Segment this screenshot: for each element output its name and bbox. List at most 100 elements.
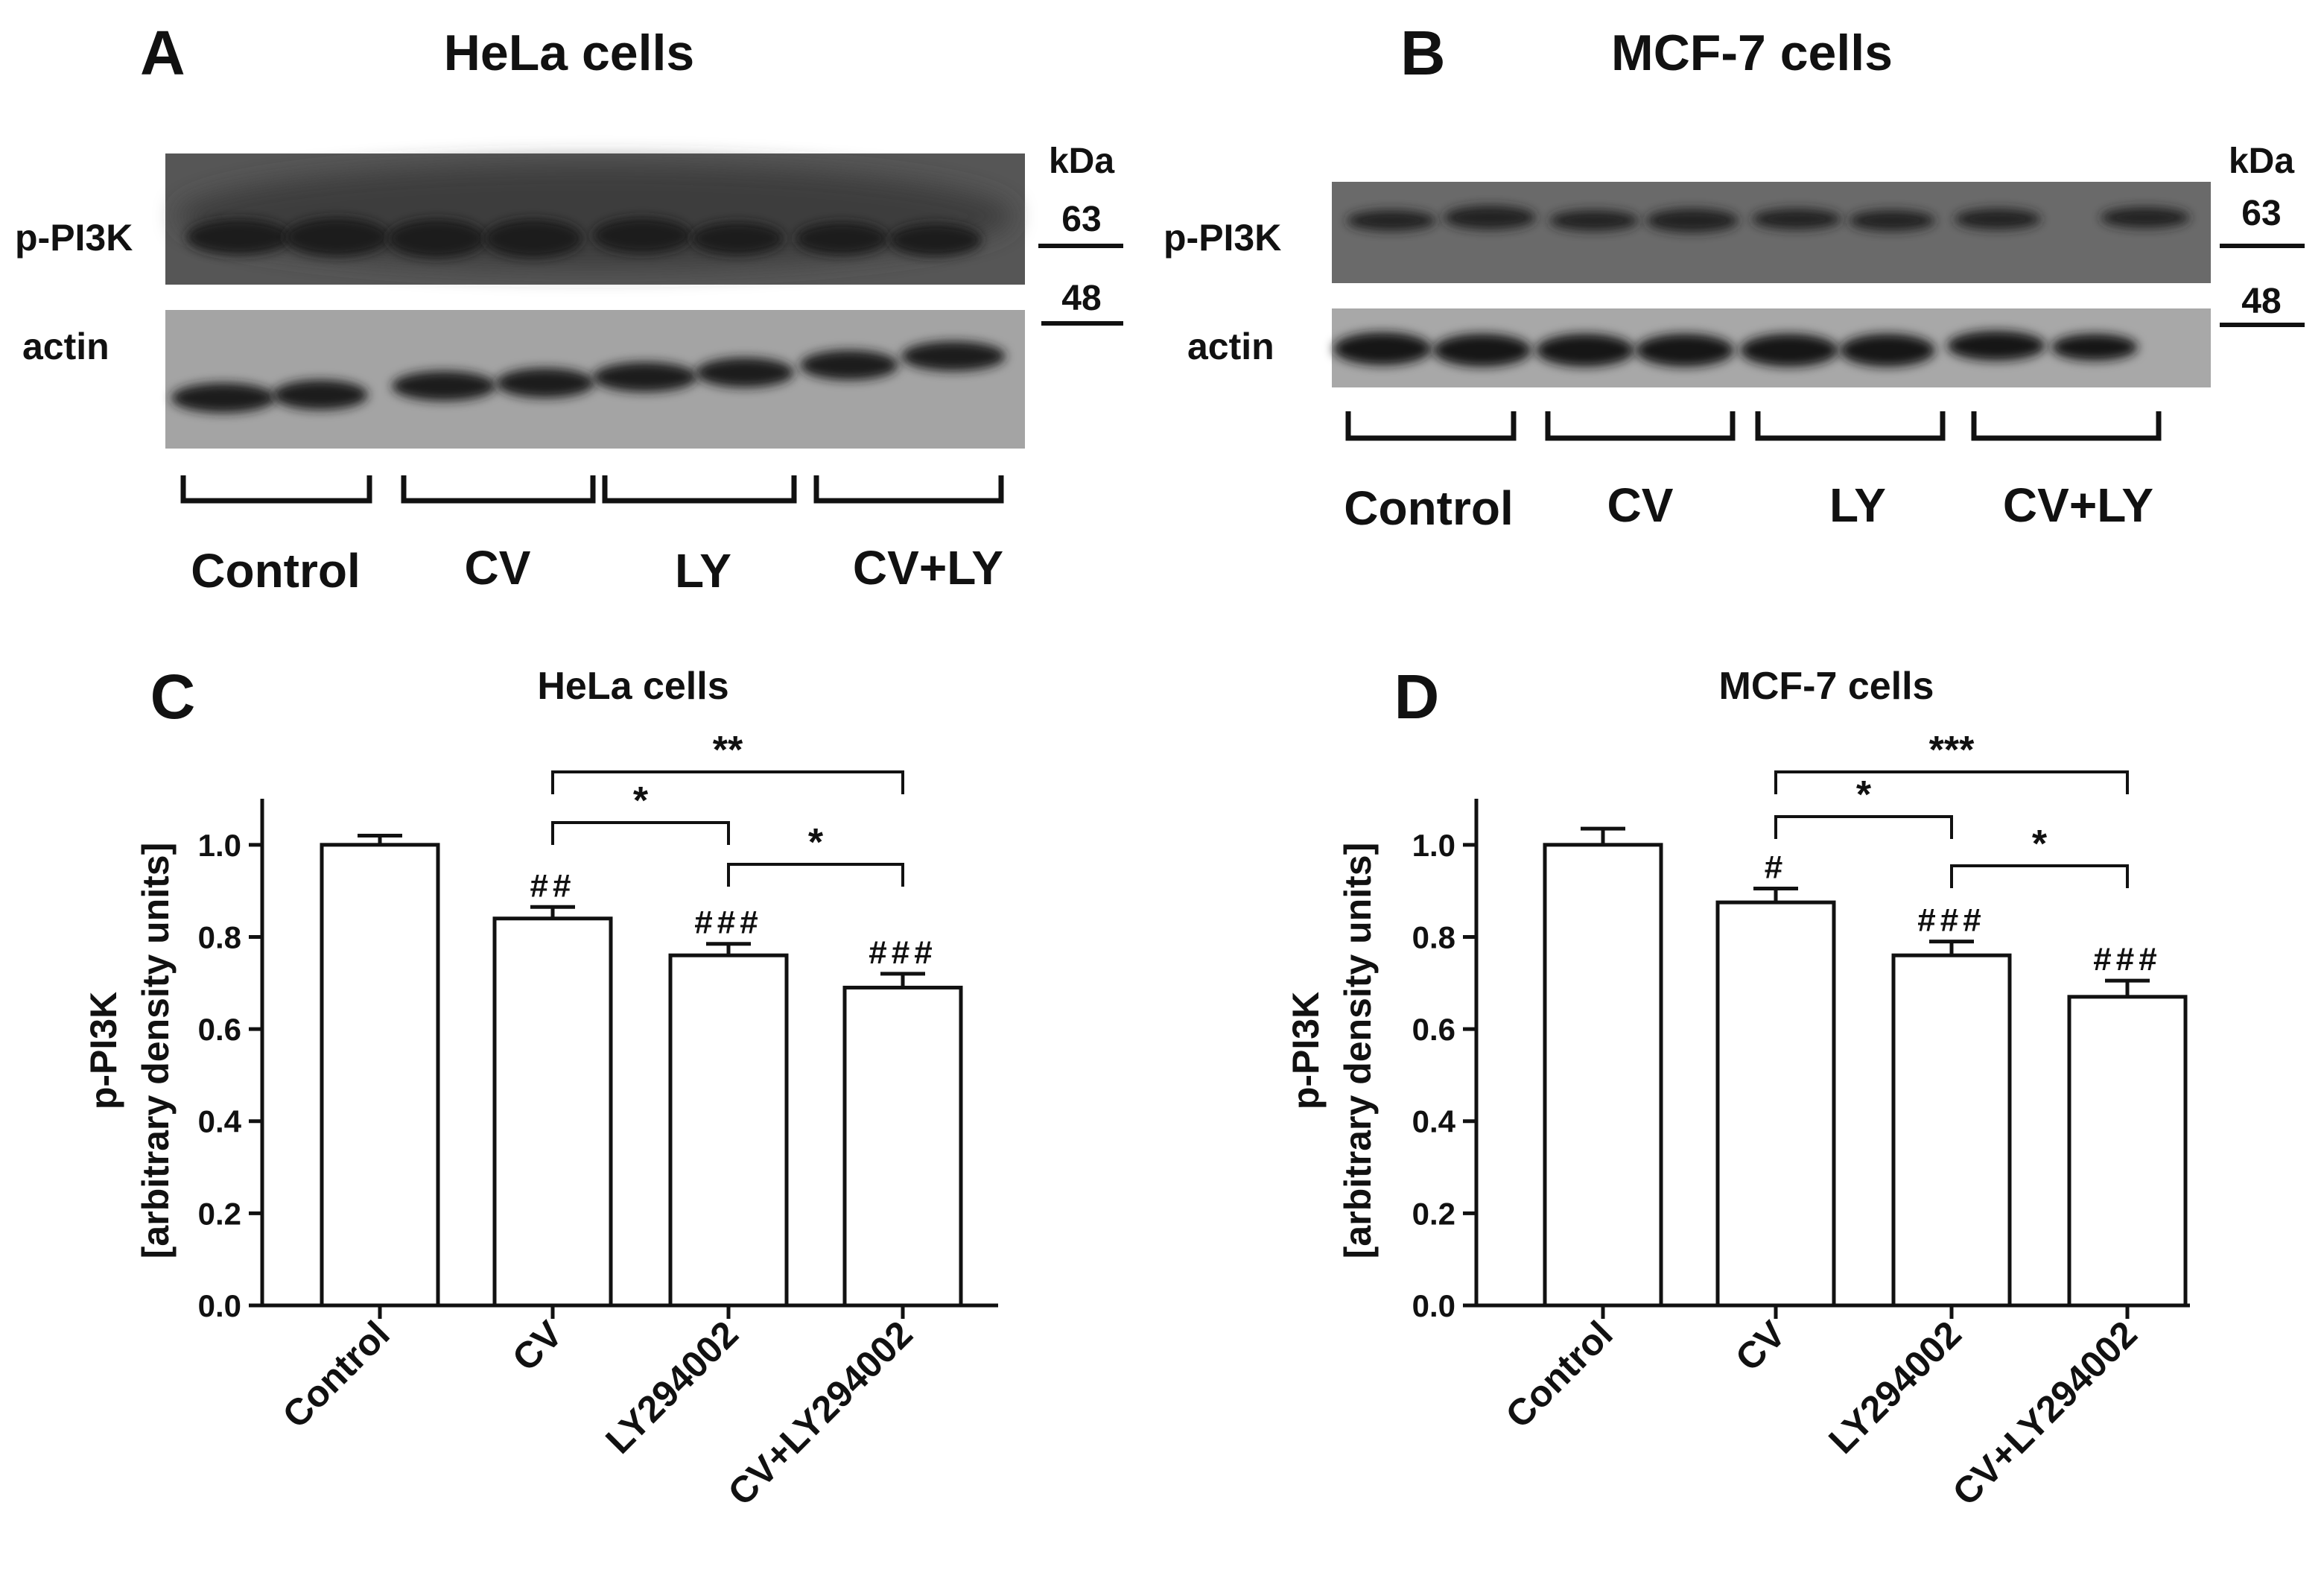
blot-a-actin-band — [800, 350, 898, 380]
blot-a-ppi3k-band — [593, 218, 691, 253]
chart-panel-d: D MCF-7 cells p-PI3K [arbitrary density … — [1285, 662, 2190, 1513]
chart-c-comparison-bracket — [551, 821, 730, 845]
chart-d-comparison-bracket — [1774, 815, 1953, 839]
blot-a-ppi3k-smear — [178, 164, 1012, 268]
chart-c-hash-mark: ### — [869, 934, 936, 971]
blot-b-brackets — [1345, 411, 2162, 441]
blot-b-bracket-cv — [1545, 411, 1736, 441]
chart-d-y-tick-label: 0.2 — [1412, 1196, 1455, 1231]
blot-b-actin-bands — [1333, 331, 2138, 367]
blot-b-actin-band — [1840, 334, 1935, 367]
chart-d-comparison-bracket — [1774, 770, 2129, 794]
blot-a-title: HeLa cells — [444, 25, 694, 81]
chart-d-bar — [2067, 995, 2188, 1308]
blot-a-actin-band — [171, 383, 276, 413]
blot-a-ppi3k-band — [889, 224, 982, 256]
blot-a-group-cv: CV — [465, 541, 531, 595]
chart-c-y-tick-label: 0.0 — [198, 1288, 241, 1323]
blot-b-ppi3k-band — [1549, 210, 1639, 231]
blot-b-marker-48: 48 — [2241, 282, 2281, 321]
chart-d-hash-mark: # — [1765, 849, 1787, 886]
chart-c-y-tick-label: 0.8 — [198, 919, 241, 954]
blot-b-title: MCF-7 cells — [1611, 25, 1893, 81]
chart-c-bar — [668, 953, 789, 1308]
blot-a-group-control: Control — [191, 544, 361, 598]
blot-a-actin-band — [273, 380, 368, 410]
chart-c-comparison-label: * — [808, 821, 824, 864]
chart-c-x-tick-label: CV+LY294002 — [720, 1313, 921, 1513]
chart-d-x-tick-label: CV — [1727, 1313, 1794, 1379]
blot-a-ppi3k-band — [387, 219, 486, 258]
chart-d-comparison-label: *** — [1929, 729, 1975, 772]
chart-d-ylabel-1: p-PI3K — [1285, 992, 1327, 1109]
blot-b-actin-band — [1433, 334, 1531, 367]
blot-b-ppi3k-band — [1955, 209, 2041, 229]
blot-b-label-actin: actin — [1187, 326, 1274, 367]
panel-letter-d: D — [1394, 662, 1440, 732]
blot-b-group-ly: LY — [1829, 478, 1886, 532]
chart-c-hash-mark: ## — [530, 867, 576, 904]
blot-b-ppi3k-bands — [1347, 206, 2190, 232]
chart-c-bar — [842, 985, 963, 1308]
blot-a-marker-63: 63 — [1061, 200, 1101, 239]
chart-c-x-tick-label: Control — [275, 1313, 398, 1436]
blot-b-actin-band — [1740, 334, 1838, 367]
blot-b-group-control: Control — [1344, 481, 1514, 535]
blot-b-ppi3k-band — [1347, 210, 1436, 231]
blot-b-actin-band — [1536, 334, 1634, 367]
blot-a-bracket-cvly — [813, 475, 1004, 504]
blot-a-ppi3k-band — [691, 222, 784, 255]
chart-d-plot: 0.0 0.2 0.4 0.6 0.8 1.0 Control # CV ### LY294002 #… — [1412, 729, 2190, 1513]
blot-a-ppi3k-band — [484, 219, 582, 258]
blot-a-bracket-ly — [602, 475, 797, 504]
chart-d-ylabel-2: [arbitrary density units] — [1337, 843, 1379, 1258]
blot-a-group-cvly: CV+LY — [853, 541, 1003, 595]
chart-d-comparison-bracket — [1950, 864, 2129, 888]
blot-a-actin-band — [696, 358, 794, 387]
chart-d-comparison-label: * — [2032, 823, 2048, 866]
chart-c-bar — [320, 843, 440, 1308]
blot-panel-a: A HeLa cells p-PI3K actin — [15, 18, 1123, 598]
panel-letter-c: C — [150, 662, 196, 732]
blot-b-ppi3k-band — [1752, 209, 1841, 229]
blot-b-ppi3k-band — [2101, 207, 2190, 228]
blot-a-label-actin: actin — [22, 326, 109, 367]
blot-b-actin-band — [2051, 334, 2138, 361]
blot-a-ppi3k-band — [285, 218, 389, 256]
chart-c-ylabel-1: p-PI3K — [83, 992, 124, 1109]
blot-b-ppi3k-membrane — [1332, 182, 2211, 283]
chart-c-x-tick-label: LY294002 — [597, 1313, 746, 1462]
blot-a-actin-band — [392, 371, 496, 401]
chart-c-comparison-label: ** — [713, 729, 743, 772]
chart-d-bar — [1543, 843, 1663, 1308]
blot-a-bracket-control — [180, 475, 372, 504]
chart-d-hash-mark: ### — [1917, 902, 1985, 939]
chart-c-y-tick-label: 0.6 — [198, 1012, 241, 1047]
chart-d-bar — [1715, 900, 1836, 1308]
chart-d-y-tick-label: 0.8 — [1412, 919, 1455, 954]
blot-b-actin-band — [1947, 331, 2045, 361]
blot-b-actin-band — [1636, 334, 1734, 367]
chart-c-y-tick-label: 1.0 — [198, 828, 241, 863]
chart-d-x-tick-label: CV+LY294002 — [1945, 1313, 2145, 1513]
blot-a-actin-bands — [171, 341, 1006, 413]
blot-a-ppi3k-bands — [178, 164, 1012, 268]
chart-c-hash-mark: ### — [694, 905, 762, 941]
blot-b-bracket-ly — [1755, 411, 1946, 441]
chart-d-x-tick-label: LY294002 — [1820, 1313, 1969, 1462]
blot-b-group-cvly: CV+LY — [2003, 478, 2153, 532]
chart-d-y-tick-label: 0.0 — [1412, 1288, 1455, 1323]
chart-c-plot: 0.0 0.2 0.4 0.6 0.8 1.0 Control ## CV ### LY294002… — [198, 729, 998, 1513]
chart-d-y-tick-label: 0.4 — [1412, 1104, 1456, 1139]
blot-a-label-ppi3k: p-PI3K — [15, 217, 133, 259]
chart-c-comparison-label: * — [633, 779, 649, 823]
blot-a-marker-48: 48 — [1061, 279, 1101, 318]
blot-b-kda-header: kDa — [2229, 142, 2294, 181]
chart-d-x-tick-label: Control — [1498, 1313, 1621, 1436]
blot-a-actin-band — [496, 368, 594, 398]
chart-c-bar — [492, 916, 613, 1308]
blot-b-ppi3k-band — [1646, 209, 1739, 232]
chart-c-comparison-bracket — [727, 863, 904, 887]
chart-panel-c: C HeLa cells p-PI3K [arbitrary density u… — [83, 662, 998, 1513]
chart-d-comparison-label: * — [1856, 773, 1872, 817]
